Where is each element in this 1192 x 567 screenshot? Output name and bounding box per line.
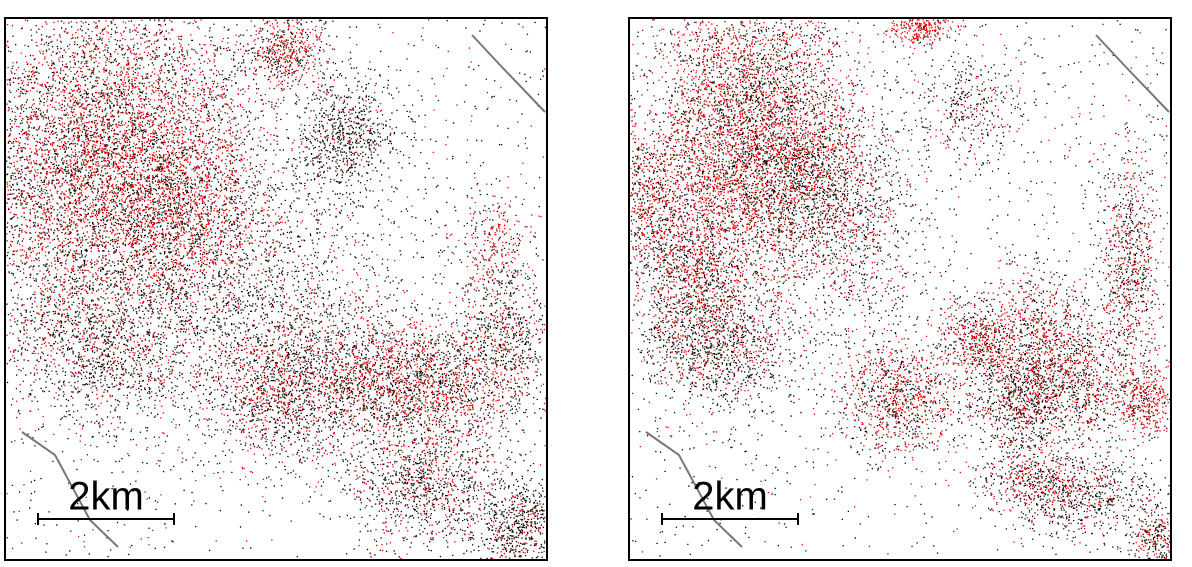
map-panel: 2km xyxy=(628,17,1172,561)
scale-bar: 2km xyxy=(37,475,175,525)
point-scatter xyxy=(630,19,1171,560)
panel-frame xyxy=(628,17,1172,561)
point-scatter xyxy=(6,19,547,560)
scale-label: 2km xyxy=(68,475,144,519)
boundary-line xyxy=(471,34,546,113)
point-cloud xyxy=(6,19,547,560)
panel-frame xyxy=(4,17,548,561)
boundary-line xyxy=(21,431,119,548)
boundary-line xyxy=(645,431,743,548)
map-panel: 2km xyxy=(4,17,548,561)
scale-bar: 2km xyxy=(661,475,799,525)
boundary-line xyxy=(1095,34,1170,113)
point-scatter xyxy=(6,19,547,560)
point-cloud xyxy=(630,19,1171,560)
scale-label: 2km xyxy=(692,475,768,519)
